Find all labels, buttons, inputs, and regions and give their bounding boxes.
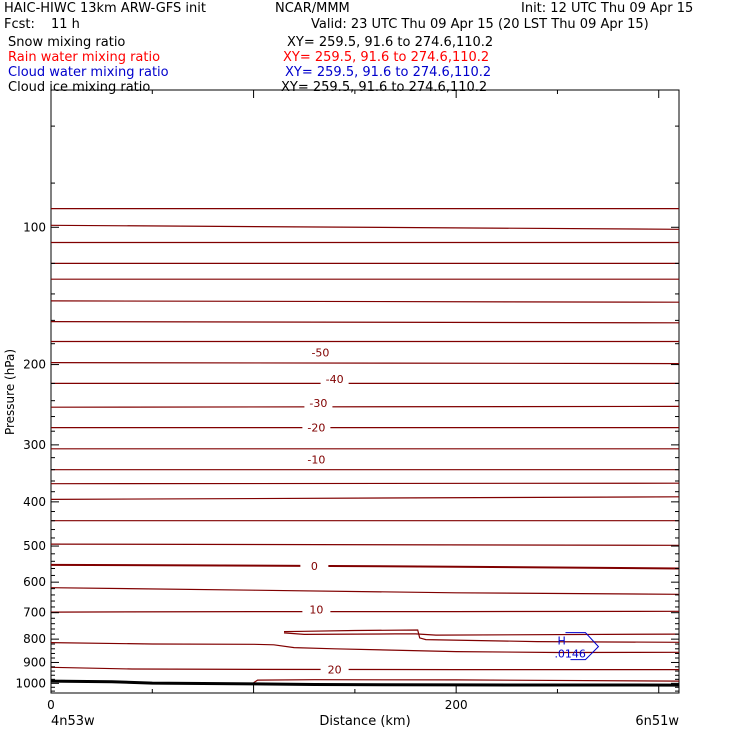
temperature-label-bg	[320, 662, 349, 676]
isotherm-line	[50, 496, 680, 500]
isotherm-line	[50, 587, 680, 595]
y-tick-label: 100	[23, 220, 46, 234]
isotherm-line	[50, 666, 679, 671]
field-name-rain: Rain water mixing ratio	[8, 50, 161, 65]
y-tick-label: 900	[23, 655, 46, 669]
temperature-labels: -50 -40 -30 -20 -10 0 10 20	[300, 345, 349, 676]
y-axis-label: Pressure (hPa)	[3, 349, 17, 435]
temperature-label-bg	[306, 345, 335, 359]
ground-surface-line	[50, 679, 680, 687]
temperature-label: 0	[311, 560, 318, 573]
isotherm-line	[50, 362, 680, 365]
x-axis-label: Distance (km)	[319, 714, 410, 729]
isotherm-line	[50, 405, 680, 408]
temperature-label-bg	[304, 396, 333, 410]
isotherm-line	[50, 321, 680, 324]
isotherm-line	[50, 300, 680, 303]
temperature-label: -10	[307, 454, 325, 467]
high-marker-label: H	[557, 635, 565, 648]
y-tick-label: 700	[23, 606, 46, 620]
header-title: HAIC-HIWC 13km ARW-GFS init	[4, 1, 206, 16]
x-end-label-left: 4n53w	[51, 714, 95, 729]
header-center: NCAR/MMM	[275, 1, 350, 16]
isotherm-line	[253, 679, 680, 684]
x-end-label-right: 6n51w	[635, 714, 679, 729]
high-marker: H.0146	[554, 632, 600, 661]
y-tick-label: 1000	[15, 676, 46, 690]
isotherm-line	[283, 629, 680, 643]
isotherm-line	[50, 482, 680, 485]
isotherm-line	[283, 632, 680, 636]
y-tick-label: 500	[23, 539, 46, 553]
temperature-label-bg	[302, 452, 331, 466]
isotherm-line	[50, 563, 680, 570]
x-tick-label: 200	[445, 698, 468, 712]
fcst-value: 11 h	[51, 17, 80, 32]
temperature-label-bg	[302, 420, 331, 434]
isotherm-line	[50, 642, 680, 654]
field-name-cloud-ice: Cloud ice mixing ratio	[8, 80, 151, 95]
field-xy-snow: XY= 259.5, 91.6 to 274.6,110.2	[287, 35, 494, 50]
high-contour	[565, 632, 600, 661]
field-xy-cloud-water: XY= 259.5, 91.6 to 274.6,110.2	[285, 65, 492, 80]
temperature-label-bg	[302, 602, 331, 616]
high-marker-value: .0146	[554, 648, 586, 661]
header-valid: Valid: 23 UTC Thu 09 Apr 15 (20 LST Thu …	[311, 17, 649, 32]
isotherm-line	[50, 610, 680, 613]
temperature-label: 10	[309, 603, 323, 616]
y-tick-label: 200	[23, 358, 46, 372]
temperature-label-bg	[320, 371, 349, 385]
x-tick-label: 0	[47, 698, 55, 712]
isotherm-line	[50, 224, 680, 230]
ground-line	[50, 679, 680, 687]
y-tick-label: 600	[23, 575, 46, 589]
isotherm-line	[50, 543, 680, 546]
temperature-label: -20	[307, 422, 325, 435]
field-name-snow: Snow mixing ratio	[8, 35, 126, 50]
header-init: Init: 12 UTC Thu 09 Apr 15	[521, 1, 694, 16]
isotherm-lines	[50, 208, 680, 684]
field-xy-cloud-ice: XY= 259.5, 91.6 to 274.6,110.2	[281, 80, 488, 95]
field-xy-rain: XY= 259.5, 91.6 to 274.6,110.2	[283, 50, 490, 65]
field-name-cloud-water: Cloud water mixing ratio	[8, 65, 169, 80]
temperature-label: -30	[309, 397, 327, 410]
y-tick-label: 800	[23, 632, 46, 646]
temperature-label: -50	[311, 346, 329, 359]
temperature-label: 20	[328, 663, 342, 676]
y-tick-label: 300	[23, 438, 46, 452]
fcst-label: Fcst:	[4, 17, 35, 32]
temperature-label-bg	[300, 559, 329, 573]
y-tick-label: 400	[23, 495, 46, 509]
temperature-label: -40	[326, 373, 344, 386]
plot-frame	[50, 89, 680, 694]
